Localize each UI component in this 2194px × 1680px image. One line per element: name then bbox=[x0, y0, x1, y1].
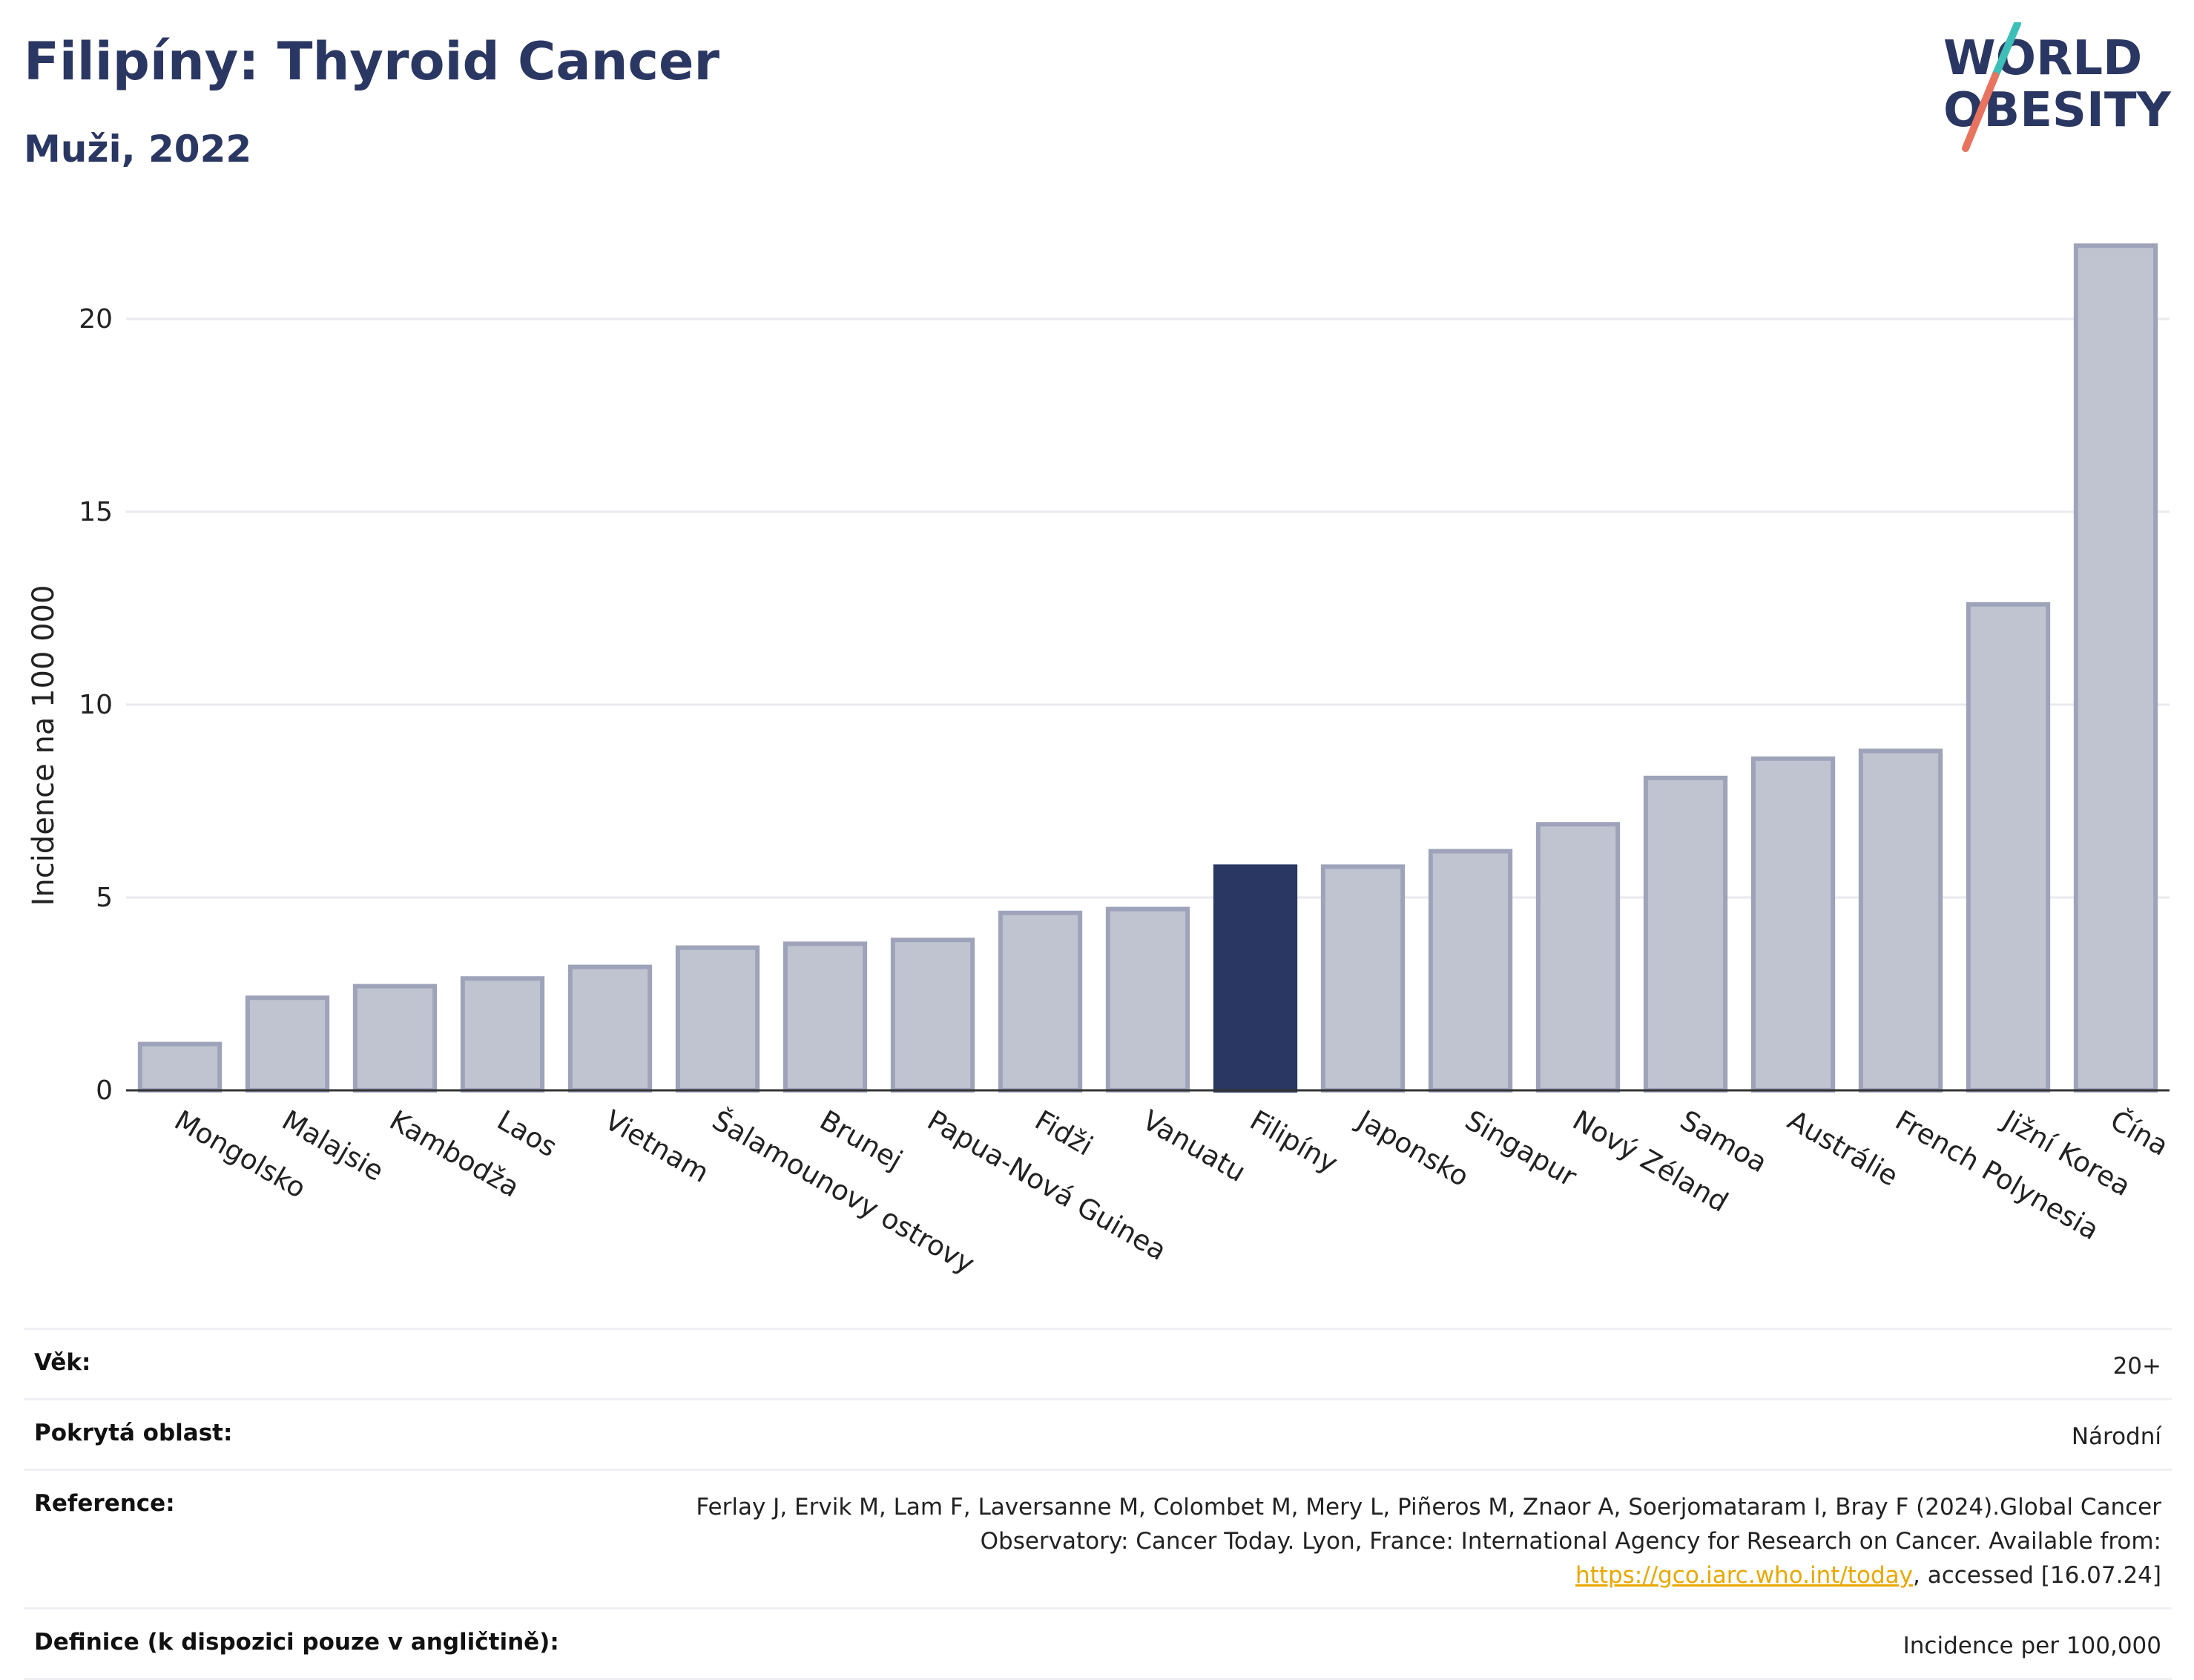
bar bbox=[783, 941, 868, 1093]
bar-highlighted bbox=[1213, 864, 1298, 1093]
y-tick-label: 0 bbox=[96, 1075, 113, 1106]
x-category-label: Vanuatu bbox=[1137, 1104, 1251, 1189]
world-obesity-logo: WORLD OBESITY bbox=[1943, 22, 2171, 152]
bar bbox=[675, 945, 760, 1093]
bar bbox=[1320, 864, 1406, 1093]
bar bbox=[1858, 748, 1943, 1093]
y-tick-label: 5 bbox=[96, 883, 113, 913]
reference-text: Ferlay J, Ervik M, Lam F, Laversanne M, … bbox=[696, 1494, 2161, 1555]
info-row-definition: Definice (k dispozici pouze v angličtině… bbox=[24, 1607, 2172, 1680]
info-row-reference: Reference: Ferlay J, Ervik M, Lam F, Lav… bbox=[24, 1469, 2172, 1607]
page-title: Filipíny: Thyroid Cancer bbox=[24, 31, 719, 92]
bar bbox=[352, 984, 438, 1093]
reference-link[interactable]: https://gco.iarc.who.int/today bbox=[1575, 1562, 1913, 1589]
y-tick-label: 15 bbox=[79, 497, 113, 527]
bar bbox=[1750, 756, 1836, 1093]
x-category-label: Austrálie bbox=[1782, 1104, 1903, 1193]
bar bbox=[1105, 906, 1190, 1093]
y-tick-label: 10 bbox=[79, 690, 113, 720]
x-category-label: French Polynesia bbox=[1890, 1104, 2104, 1247]
age-label: Věk: bbox=[34, 1349, 91, 1376]
x-category-label: Vietnam bbox=[599, 1104, 714, 1189]
bar bbox=[998, 910, 1083, 1093]
bar bbox=[1966, 602, 2051, 1093]
page-subtitle: Muži, 2022 bbox=[24, 128, 252, 171]
info-row-area: Pokrytá oblast: Národní bbox=[24, 1398, 2172, 1469]
reference-value: Ferlay J, Ervik M, Lam F, Laversanne M, … bbox=[678, 1490, 2161, 1592]
y-tick-labels: 0 5 10 15 20 bbox=[79, 304, 113, 1106]
reference-label: Reference: bbox=[34, 1490, 175, 1517]
bar bbox=[567, 964, 653, 1093]
logo-line1: WORLD bbox=[1943, 31, 2142, 86]
reference-accessed: , accessed [16.07.24] bbox=[1912, 1562, 2161, 1589]
bar bbox=[890, 938, 975, 1093]
bars bbox=[137, 243, 2158, 1093]
area-value: Národní bbox=[2071, 1423, 2161, 1450]
age-value: 20+ bbox=[2112, 1353, 2161, 1380]
logo-slash-coral bbox=[1962, 72, 1999, 152]
bar bbox=[1535, 822, 1621, 1093]
x-category-label: Filipíny bbox=[1245, 1104, 1343, 1180]
logo-slash-teal bbox=[1992, 22, 2021, 79]
bar bbox=[245, 995, 330, 1093]
x-category-label: Fidži bbox=[1030, 1104, 1098, 1162]
definition-value: Incidence per 100,000 bbox=[1903, 1633, 2161, 1659]
x-category-label: Japonsko bbox=[1351, 1104, 1474, 1193]
y-tick-label: 20 bbox=[79, 304, 113, 335]
info-table: Věk: 20+ Pokrytá oblast: Národní Referen… bbox=[24, 1328, 2172, 1680]
x-category-label: Čína bbox=[2105, 1104, 2174, 1162]
definition-label: Definice (k dispozici pouze v angličtině… bbox=[34, 1629, 559, 1656]
bar bbox=[2073, 243, 2158, 1093]
bar bbox=[460, 976, 545, 1093]
info-row-age: Věk: 20+ bbox=[24, 1328, 2172, 1398]
bar bbox=[137, 1041, 223, 1093]
y-axis-title: Incidence na 100 000 bbox=[27, 585, 61, 906]
bar bbox=[1643, 775, 1728, 1093]
x-category-label: Laos bbox=[492, 1104, 562, 1164]
area-label: Pokrytá oblast: bbox=[34, 1420, 233, 1446]
x-category-label: Singapur bbox=[1460, 1104, 1583, 1193]
bar bbox=[1428, 849, 1513, 1093]
